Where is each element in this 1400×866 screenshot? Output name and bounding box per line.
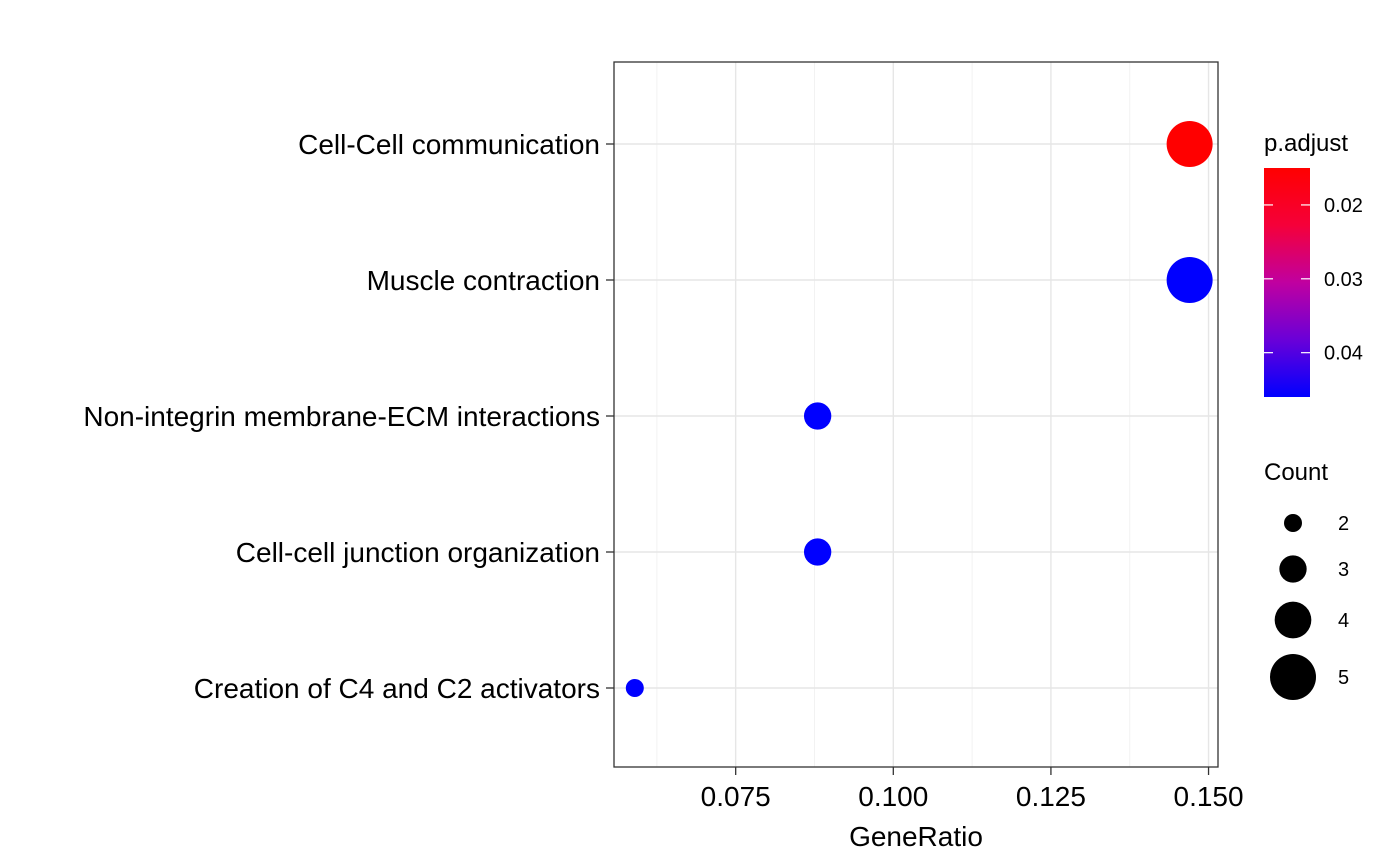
data-point	[803, 538, 832, 566]
size-key	[1284, 514, 1302, 532]
y-tick-label: Cell-Cell communication	[298, 129, 600, 160]
x-axis: 0.075 0.100 0.125 0.150	[701, 767, 1244, 812]
panel-border	[613, 61, 1219, 768]
size-key	[1274, 601, 1312, 639]
y-tick-label: Cell-cell junction organization	[236, 537, 600, 568]
x-tick-label: 0.125	[1016, 781, 1086, 812]
size-legend: Count 2 3 4 5	[1264, 459, 1349, 700]
size-key	[1279, 555, 1307, 583]
color-tick-label: 0.04	[1324, 343, 1363, 365]
color-legend: p.adjust 0.02 0.03 0.04	[1264, 130, 1363, 397]
y-tick-label: Creation of C4 and C2 activators	[194, 673, 600, 704]
data-points	[625, 121, 1213, 697]
data-point	[1166, 257, 1213, 303]
y-axis: Cell-Cell communication Muscle contractio…	[83, 129, 614, 704]
size-key-label: 5	[1338, 667, 1349, 689]
data-point	[625, 679, 644, 697]
x-tick-label: 0.075	[701, 781, 771, 812]
color-legend-title: p.adjust	[1264, 130, 1348, 157]
color-bar	[1264, 168, 1310, 397]
x-tick-label: 0.150	[1174, 781, 1244, 812]
color-tick-label: 0.03	[1324, 269, 1363, 291]
size-key-label: 4	[1338, 610, 1349, 632]
data-point	[803, 402, 832, 430]
data-point	[1166, 121, 1213, 167]
grid-major	[614, 62, 1218, 767]
size-legend-keys: 2 3 4 5	[1270, 513, 1349, 700]
size-key	[1270, 654, 1316, 700]
y-tick-label: Muscle contraction	[367, 265, 600, 296]
color-tick-label: 0.02	[1324, 195, 1363, 217]
x-tick-label: 0.100	[858, 781, 928, 812]
x-axis-title: GeneRatio	[849, 821, 983, 852]
y-tick-label: Non-integrin membrane-ECM interactions	[83, 401, 600, 432]
grid-minor	[656, 62, 1131, 767]
size-key-label: 2	[1338, 513, 1349, 535]
color-legend-ticks: 0.02 0.03 0.04	[1264, 195, 1363, 365]
size-legend-title: Count	[1264, 459, 1328, 486]
size-key-label: 3	[1338, 559, 1349, 581]
